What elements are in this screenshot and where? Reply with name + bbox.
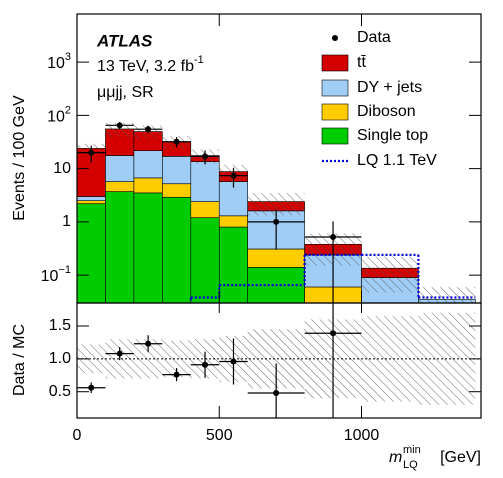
legend-label: Single top (357, 127, 428, 144)
y-tick-exponent: 3 (65, 51, 71, 63)
legend-marker (332, 35, 338, 41)
stack-bar (77, 196, 106, 201)
legend: Data tt̄ DY + jets Diboson Single top LQ 1.1 … (321, 29, 437, 169)
uncertainty-band (361, 256, 419, 293)
ratio-frame (76, 302, 482, 419)
y-tick-label: 103 (47, 51, 71, 72)
stack-bar (190, 201, 220, 218)
ratio-point (145, 340, 152, 347)
experiment-label: ATLAS (96, 31, 153, 50)
ratio-point (273, 390, 280, 397)
stack-bar (218, 226, 249, 303)
ratio-axis-label: Data / MC (11, 324, 28, 396)
legend-label: Diboson (357, 103, 416, 120)
data-point (273, 218, 280, 225)
ratio-panel (77, 303, 481, 418)
x-tick-label: 1000 (344, 427, 380, 444)
main-panel (77, 122, 476, 303)
ratio-point (88, 384, 95, 391)
y-tick-base: 10 (47, 55, 65, 72)
ratio-y-tick-label: 1.5 (49, 317, 71, 334)
stack-bar (162, 183, 192, 198)
stack-bar (162, 196, 192, 303)
channel-label: μμjj, SR (97, 84, 154, 101)
stack-bar (247, 248, 305, 268)
legend-swatch (321, 79, 349, 97)
data-point (116, 122, 123, 129)
data-point (145, 126, 152, 133)
stack-bar (162, 156, 192, 185)
stack-bar (77, 148, 106, 197)
ratio-point (116, 350, 123, 357)
y-tick-label: 10−1 (41, 264, 71, 285)
x-tick-label: 0 (73, 427, 82, 444)
data-point (88, 149, 95, 156)
x-axis-label-sub: LQ (403, 459, 418, 471)
stack-bar (77, 200, 106, 204)
legend-swatch (321, 127, 349, 145)
stack-bar (133, 177, 163, 194)
y-tick-base: 10 (41, 268, 59, 285)
stack-bar (105, 191, 135, 303)
uncertainty-band (418, 287, 476, 303)
y-tick-label: 10 (53, 160, 71, 177)
x-axis-unit: [GeV] (440, 449, 481, 466)
stack-bar (190, 217, 220, 303)
data-point (202, 153, 209, 160)
stack-bar (190, 161, 220, 202)
legend-label: tt̄ (357, 54, 366, 71)
stack-bar (218, 215, 249, 228)
ratio-point (230, 358, 237, 365)
stack-bar (133, 150, 163, 179)
uncertainty-band (247, 192, 305, 216)
uncertainty-band (105, 122, 134, 138)
ratio-y-tick-label: 0.5 (49, 383, 71, 400)
y-tick-label: 102 (47, 104, 71, 125)
x-axis-label-sup: min (403, 444, 421, 456)
stack-bar (105, 181, 135, 192)
ratio-point (202, 361, 209, 368)
legend-swatch (321, 103, 349, 121)
ratio-point (330, 330, 337, 337)
x-axis-label: m (389, 449, 402, 466)
legend-label: Data (357, 29, 391, 46)
y-axis-label: Events / 100 GeV (11, 95, 28, 221)
y-tick-exponent: 2 (65, 104, 71, 116)
ratio-y-tick-label: 1.0 (49, 350, 71, 367)
y-tick-exponent: −1 (58, 264, 71, 276)
legend-label: DY + jets (357, 79, 422, 96)
stack-bar (77, 203, 106, 303)
data-point (173, 138, 180, 145)
energy-label: 13 TeV, 3.2 fb-1 (97, 54, 204, 75)
data-point (330, 234, 337, 241)
stack-bar (133, 192, 163, 303)
y-tick-base: 10 (47, 109, 65, 126)
y-tick-label: 1 (62, 213, 71, 230)
stack-bar (105, 155, 135, 182)
legend-swatch (321, 54, 349, 72)
legend-label: LQ 1.1 TeV (357, 152, 437, 169)
x-tick-label: 500 (206, 427, 233, 444)
data-point (230, 172, 237, 179)
ratio-point (173, 371, 180, 378)
